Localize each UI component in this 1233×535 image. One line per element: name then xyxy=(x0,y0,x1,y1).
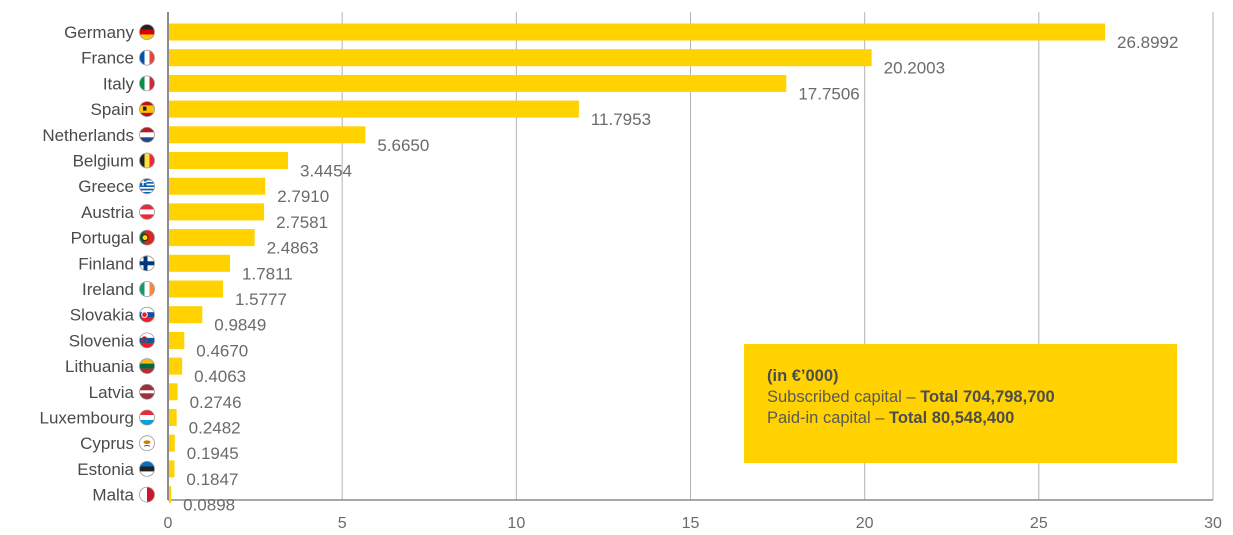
bar-portugal xyxy=(169,229,255,247)
flag-slovakia-icon xyxy=(139,306,155,323)
flag-lithuania-icon xyxy=(139,358,155,375)
bar-cyprus xyxy=(169,434,175,452)
flag-germany-icon xyxy=(139,24,155,40)
value-label-lithuania: 0.4063 xyxy=(194,367,246,386)
value-label-slovenia: 0.4670 xyxy=(196,341,248,360)
legend-subscribed-total: Total 704,798,700 xyxy=(920,388,1055,406)
bar-estonia xyxy=(169,460,175,478)
category-label-finland: Finland xyxy=(78,254,134,273)
flag-portugal-icon xyxy=(139,229,155,246)
gridlines xyxy=(341,12,1214,500)
category-label-latvia: Latvia xyxy=(89,383,135,402)
value-label-cyprus: 0.1945 xyxy=(187,444,239,463)
legend-subscribed-line: Subscribed capital – Total 704,798,700 xyxy=(767,387,1177,408)
bar-finland xyxy=(169,254,231,272)
bar-latvia xyxy=(169,383,178,401)
bar-spain xyxy=(169,100,579,118)
category-label-belgium: Belgium xyxy=(73,152,134,171)
flag-belgium-icon xyxy=(139,152,155,169)
bar-slovenia xyxy=(169,331,185,349)
bar-malta xyxy=(169,486,172,504)
category-label-spain: Spain xyxy=(91,100,134,119)
category-label-france: France xyxy=(81,49,134,68)
legend-paidin-total: Total 80,548,400 xyxy=(889,409,1015,427)
flag-austria-icon xyxy=(139,203,155,220)
category-label-germany: Germany xyxy=(64,23,134,42)
bar-belgium xyxy=(169,152,289,169)
flag-finland-icon xyxy=(139,255,155,272)
legend-subscribed-text: Subscribed capital – xyxy=(767,388,921,406)
x-tick-label: 0 xyxy=(164,515,173,532)
category-label-greece: Greece xyxy=(78,177,134,196)
flag-ireland-icon xyxy=(139,281,155,297)
value-label-belgium: 3.4454 xyxy=(300,162,352,181)
flag-france-icon xyxy=(139,49,155,66)
category-label-netherlands: Netherlands xyxy=(42,126,134,145)
category-label-estonia: Estonia xyxy=(77,460,134,479)
bar-austria xyxy=(169,203,265,221)
bar-lithuania xyxy=(169,357,183,375)
category-label-slovakia: Slovakia xyxy=(70,306,135,325)
value-label-ireland: 1.5777 xyxy=(235,290,287,309)
value-label-estonia: 0.1847 xyxy=(186,470,238,489)
bar-france xyxy=(169,49,872,67)
flag-netherlands-icon xyxy=(139,126,155,143)
bar-netherlands xyxy=(169,126,366,144)
value-label-slovakia: 0.9849 xyxy=(214,316,266,335)
bar-ireland xyxy=(169,280,223,298)
bars xyxy=(169,23,1105,504)
value-label-portugal: 2.4863 xyxy=(267,239,319,258)
category-label-portugal: Portugal xyxy=(71,229,134,248)
x-tick-label: 30 xyxy=(1204,515,1222,532)
category-label-austria: Austria xyxy=(81,203,134,222)
value-label-netherlands: 5.6650 xyxy=(377,136,429,155)
legend-paidin-line: Paid-in capital – Total 80,548,400 xyxy=(767,408,1177,429)
flag-spain-icon xyxy=(139,101,155,117)
bar-germany xyxy=(169,23,1105,41)
flag-latvia-icon xyxy=(139,383,155,400)
flag-italy-icon xyxy=(139,75,155,92)
x-tick-label: 10 xyxy=(507,515,525,532)
value-label-malta: 0.0898 xyxy=(183,496,235,515)
value-label-greece: 2.7910 xyxy=(277,187,329,206)
flag-malta-icon xyxy=(139,486,155,503)
category-label-cyprus: Cyprus xyxy=(80,434,134,453)
bar-slovakia xyxy=(169,306,203,324)
bar-luxembourg xyxy=(169,409,177,426)
category-label-malta: Malta xyxy=(92,486,134,505)
value-label-luxembourg: 0.2482 xyxy=(189,419,241,438)
flag-greece-icon xyxy=(139,178,155,195)
x-tick-label: 25 xyxy=(1030,515,1048,532)
value-label-france: 20.2003 xyxy=(884,59,945,78)
x-tick-label: 5 xyxy=(338,515,347,532)
legend-paidin-text: Paid-in capital – xyxy=(767,409,889,427)
value-label-germany: 26.8992 xyxy=(1117,33,1178,52)
value-label-italy: 17.7506 xyxy=(798,84,859,103)
bar-italy xyxy=(169,74,787,92)
x-tick-label: 20 xyxy=(856,515,874,532)
bar-greece xyxy=(169,177,266,195)
value-label-latvia: 0.2746 xyxy=(190,393,242,412)
value-label-spain: 11.7953 xyxy=(591,110,651,129)
flag-estonia-icon xyxy=(139,460,155,477)
x-tick-label: 15 xyxy=(682,515,700,532)
category-label-italy: Italy xyxy=(103,74,135,93)
value-label-austria: 2.7581 xyxy=(276,213,328,232)
flag-luxembourg-icon xyxy=(139,409,155,426)
category-label-slovenia: Slovenia xyxy=(69,331,135,350)
category-label-lithuania: Lithuania xyxy=(65,357,135,376)
legend-unit: (in €’000) xyxy=(767,367,839,385)
category-label-ireland: Ireland xyxy=(82,280,134,299)
flag-cyprus-icon xyxy=(139,435,155,452)
flag-slovenia-icon xyxy=(139,332,155,349)
category-label-luxembourg: Luxembourg xyxy=(39,409,134,428)
value-label-finland: 1.7811 xyxy=(242,264,293,283)
legend-box: (in €’000) Subscribed capital – Total 70… xyxy=(744,344,1177,463)
